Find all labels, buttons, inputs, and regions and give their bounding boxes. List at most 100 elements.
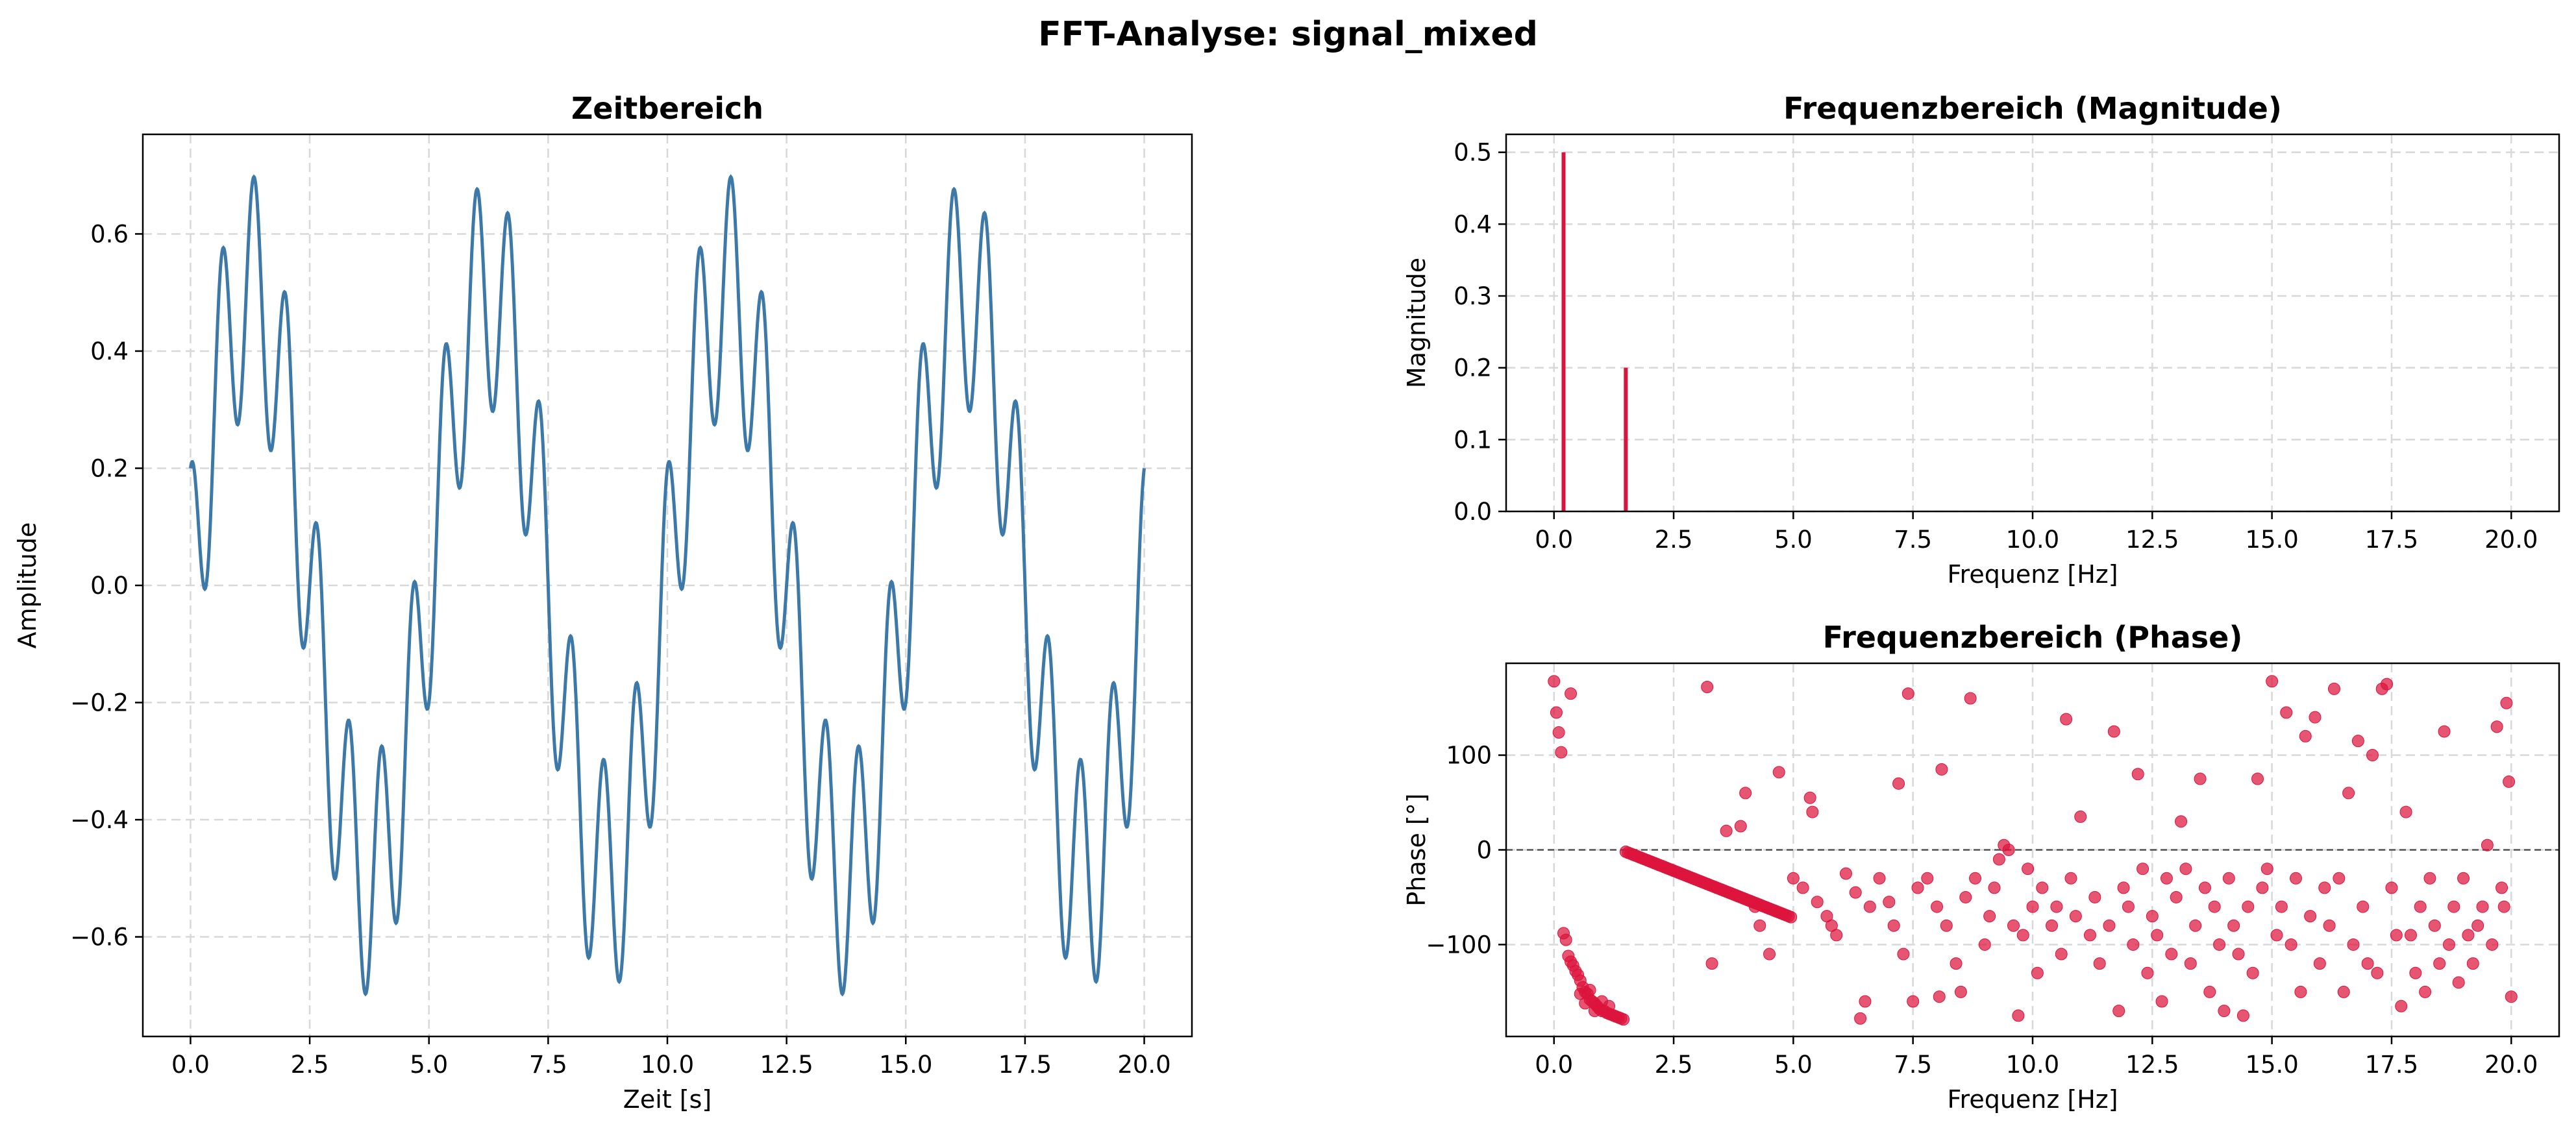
- x-tick-label: 0.0: [1535, 526, 1573, 554]
- phase-point: [2342, 787, 2355, 800]
- series-line: [189, 174, 1146, 997]
- phase-point: [2218, 1005, 2231, 1018]
- x-tick-label: 15.0: [2245, 1051, 2298, 1079]
- phase-point: [1983, 910, 1996, 923]
- phase-point: [2016, 929, 2029, 942]
- phase-point: [1763, 948, 1776, 961]
- phase-point: [2069, 910, 2082, 923]
- phase-point: [2304, 910, 2317, 923]
- phase-point: [2227, 919, 2240, 932]
- phase-point: [1839, 867, 1852, 880]
- phase-point: [2496, 881, 2508, 894]
- phase-point: [2490, 720, 2503, 733]
- phase-point: [1921, 872, 1934, 885]
- phase-point: [2428, 919, 2441, 932]
- chart-title: Frequenzbereich (Phase): [1823, 620, 2243, 655]
- phase-point: [2497, 900, 2510, 913]
- y-tick-label: 0.3: [1454, 282, 1492, 310]
- phase-point: [2404, 929, 2417, 942]
- phase-point: [1892, 777, 1905, 790]
- phase-point: [1787, 872, 1800, 885]
- phase-point: [2184, 957, 2197, 970]
- phase-point: [2022, 863, 2035, 876]
- phase-point: [1887, 919, 1900, 932]
- y-tick-label: 0.0: [90, 572, 129, 600]
- phase-point: [2251, 772, 2264, 785]
- x-axis-label: Frequenz [Hz]: [1947, 560, 2118, 589]
- phase-point: [2371, 966, 2384, 979]
- phase-point: [2275, 900, 2288, 913]
- x-tick-label: 7.5: [1894, 1051, 1932, 1079]
- phase-point: [2503, 775, 2516, 788]
- phase-point: [2442, 938, 2455, 951]
- phase-point: [2366, 749, 2379, 762]
- x-tick-label: 2.5: [291, 1051, 329, 1079]
- phase-point: [1579, 997, 1592, 1010]
- phase-point: [2351, 735, 2364, 748]
- phase-point: [2457, 872, 2470, 885]
- phase-point: [2055, 948, 2068, 961]
- phase-point: [1550, 706, 1563, 719]
- x-tick-label: 12.5: [2125, 526, 2179, 554]
- phase-point: [2179, 863, 2192, 876]
- x-tick-label: 2.5: [1655, 1051, 1693, 1079]
- y-tick-label: 0.0: [1454, 498, 1492, 526]
- phase-point: [2256, 881, 2269, 894]
- phase-point: [2242, 900, 2255, 913]
- phase-point: [2131, 768, 2144, 781]
- chart-frequenzbereich-magnitude: 0.0 2.5 5.0 7.5 10.0 12.5 15.0 17.5 20.0 0.0 0.1 0.…: [1402, 91, 2560, 589]
- phase-point: [1931, 900, 1944, 913]
- phase-point: [2447, 900, 2460, 913]
- y-tick-label: 0.1: [1454, 426, 1492, 454]
- phase-point: [2505, 990, 2518, 1003]
- phase-point: [1978, 938, 1991, 951]
- phase-point: [1935, 763, 1948, 776]
- phase-point: [2452, 976, 2465, 989]
- phase-point: [2438, 725, 2451, 738]
- phase-point: [2390, 929, 2403, 942]
- phase-point: [2466, 957, 2479, 970]
- phase-point: [1803, 791, 1816, 804]
- phase-point: [2007, 919, 2020, 932]
- phase-point: [2060, 713, 2073, 726]
- phase-point: [1873, 872, 1886, 885]
- y-tick-label: −100: [1426, 931, 1492, 959]
- phase-point: [1830, 929, 1843, 942]
- phase-point: [1705, 957, 1718, 970]
- phase-point: [2381, 678, 2394, 691]
- x-tick-label: 20.0: [2484, 526, 2538, 554]
- phase-point: [2318, 881, 2331, 894]
- phase-point: [2136, 863, 2149, 876]
- phase-point: [1849, 886, 1862, 899]
- phase-point: [1739, 787, 1752, 800]
- phase-point: [2103, 919, 2116, 932]
- phase-point: [2433, 957, 2446, 970]
- phase-point: [2471, 919, 2484, 932]
- phase-point: [1617, 1013, 1630, 1026]
- figure-title: FFT-Analyse: signal_mixed: [1038, 15, 1538, 54]
- phase-point: [2500, 696, 2513, 709]
- phase-point: [2141, 966, 2154, 979]
- x-tick-label: 5.0: [1774, 1051, 1813, 1079]
- phase-point: [2347, 938, 2360, 951]
- x-axis-label: Zeit [s]: [623, 1085, 712, 1114]
- phase-point: [2327, 682, 2340, 695]
- y-tick-label: 0.2: [90, 454, 129, 482]
- x-tick-label: 7.5: [1894, 526, 1932, 554]
- phase-point: [2409, 966, 2422, 979]
- phase-point: [1901, 687, 1914, 700]
- x-tick-label: 15.0: [2245, 526, 2298, 554]
- y-tick-label: 0.5: [1454, 139, 1492, 167]
- y-tick-label: −0.2: [70, 689, 129, 717]
- phase-point: [2155, 995, 2168, 1008]
- phase-point: [1588, 1005, 1601, 1018]
- phase-point: [2294, 985, 2307, 998]
- phase-point: [2045, 919, 2058, 932]
- phase-point: [2462, 929, 2475, 942]
- phase-point: [1806, 805, 1819, 818]
- phase-point: [1555, 746, 1568, 759]
- phase-point: [2290, 872, 2302, 885]
- phase-point: [1950, 957, 1963, 970]
- phase-point: [1583, 983, 1596, 996]
- y-tick-label: 0.4: [1454, 210, 1492, 238]
